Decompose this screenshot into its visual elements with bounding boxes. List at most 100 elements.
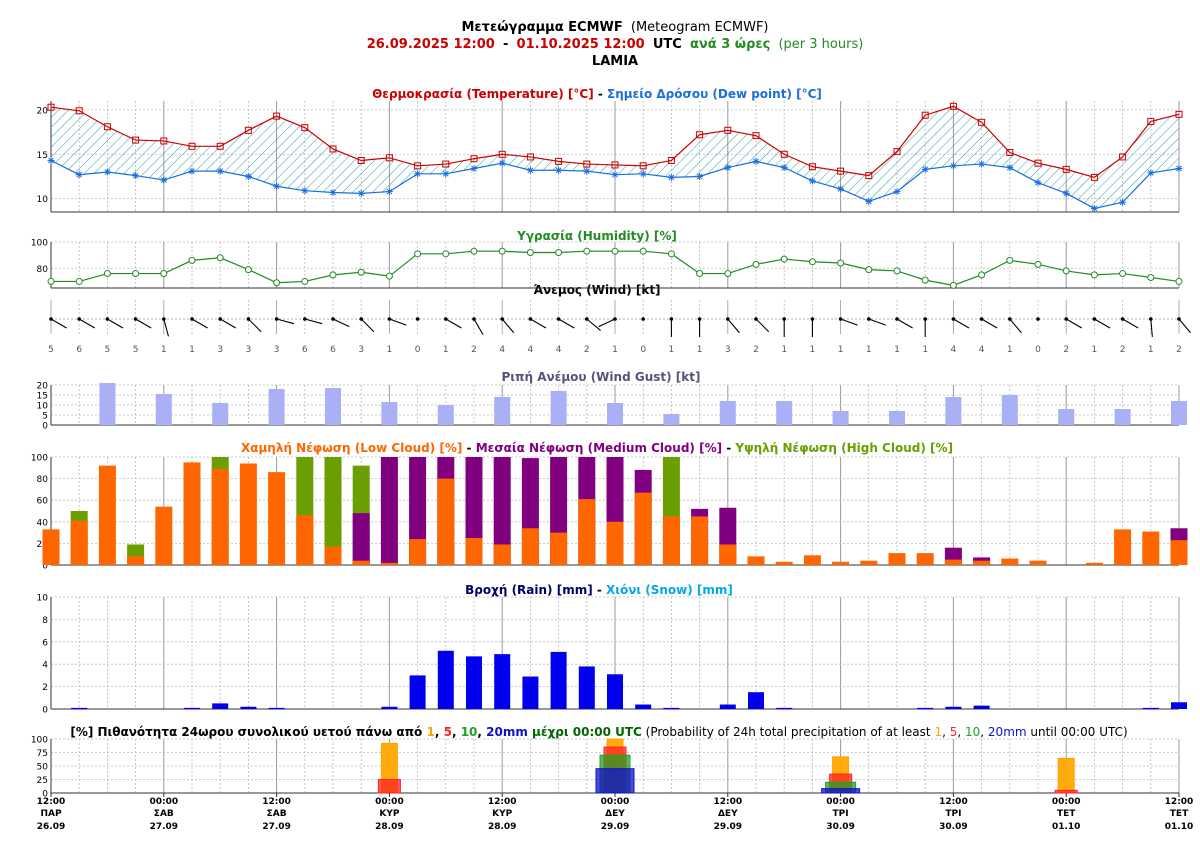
wind-speed-label: 1: [866, 345, 872, 355]
temperature-point: [244, 126, 252, 134]
wind-speed-label: 0: [415, 345, 421, 355]
wind-speed-label: 1: [922, 345, 928, 355]
dewpoint-point: [1147, 169, 1155, 177]
temperature-point: [1175, 110, 1183, 118]
cloud-ytick-label: 40: [37, 518, 49, 528]
dewpoint-point: [583, 167, 591, 175]
wind-barb: [1178, 318, 1191, 334]
gust-bar: [550, 391, 567, 425]
x-tick-time: 12:00: [713, 797, 742, 807]
wind-speed-label: 3: [725, 345, 731, 355]
rain-bar: [607, 674, 623, 709]
wind-speed-label: 6: [302, 345, 308, 355]
wind-speed-label: 5: [105, 345, 111, 355]
wind-speed-label: 2: [1176, 345, 1182, 355]
wind-barb: [501, 318, 515, 334]
prob-5mm-bar: [377, 779, 401, 794]
gust-bar: [663, 414, 680, 425]
wind-speed-label: 3: [274, 345, 280, 355]
humidity-point: [1147, 273, 1155, 281]
x-tick-day: ΤΕΤ: [1057, 809, 1076, 819]
cloud-panel-title: Χαμηλή Νέφωση (Low Cloud) [%] - Μεσαία Ν…: [241, 441, 953, 455]
rain-bar: [184, 707, 200, 710]
temperature-point: [132, 136, 140, 144]
wind-barb: [107, 318, 124, 329]
x-tick-day: ΔΕΥ: [605, 809, 625, 819]
rain-ytick-label: 2: [42, 683, 48, 693]
header-title-en: (Meteogram ECMWF): [631, 20, 769, 35]
gust-bar: [776, 401, 793, 425]
header-line-2: 26.09.2025 12:00 - 01.10.2025 12:00 UTC …: [367, 37, 864, 52]
prob-title-en-c1: ,: [942, 725, 950, 739]
wind-barb: [50, 318, 67, 329]
wind-barb: [135, 318, 152, 329]
wind-barb: [1009, 318, 1022, 334]
rain-bar: [466, 656, 482, 709]
x-tick-time: 12:00: [37, 797, 66, 807]
dewpoint-point: [639, 170, 647, 178]
low-cloud-bar: [268, 472, 286, 565]
humidity-point: [385, 272, 393, 280]
x-tick-day: ΔΕΥ: [718, 809, 738, 819]
humidity-point: [696, 270, 704, 278]
gust-ytick-label: 20: [37, 382, 49, 392]
snow-title: Χιόνι (Snow) [mm]: [606, 583, 733, 597]
humidity-point: [1062, 267, 1070, 275]
cloud-title-sep-1: -: [462, 441, 475, 455]
probability-ytick-label: 0: [42, 790, 48, 800]
temp-dewpoint-spread-area: [51, 106, 1179, 209]
wind-speed-label: 1: [161, 345, 167, 355]
prob-title-gr-1: 1: [426, 725, 434, 739]
wind-barb: [360, 318, 375, 333]
wind-speed-label: 1: [810, 345, 816, 355]
dewpoint-point: [1062, 189, 1070, 197]
prob-title-gr-c2: ,: [452, 725, 461, 739]
cloud-title-sep-2: -: [722, 441, 735, 455]
temperature-point: [752, 132, 760, 140]
humidity-ytick-label: 80: [37, 265, 49, 275]
low-cloud-bar: [70, 520, 88, 565]
temperature-point: [329, 145, 337, 153]
temperature-point: [160, 137, 168, 145]
wind-barb: [219, 318, 237, 329]
low-cloud-bar: [352, 560, 370, 565]
humidity-point: [583, 247, 591, 255]
gust-bar: [155, 394, 172, 425]
rain-bar: [1171, 702, 1187, 709]
medium-cloud-bar: [409, 457, 427, 565]
dewpoint-point: [752, 157, 760, 165]
wind-barb: [727, 318, 740, 334]
low-cloud-bar: [775, 561, 793, 565]
humidity-point: [216, 254, 224, 262]
dewpoint-title: Σημείο Δρόσου (Dew point) [°C]: [607, 87, 822, 101]
dewpoint-point: [75, 171, 83, 179]
low-cloud-bar: [1001, 558, 1019, 565]
x-tick-day: ΤΕΤ: [1170, 809, 1189, 819]
wind-barb: [191, 318, 208, 329]
dewpoint-point: [188, 167, 196, 175]
dewpoint-point: [385, 188, 393, 196]
humidity-point: [893, 267, 901, 275]
rain-bar: [719, 704, 736, 709]
probability-ytick-label: 100: [31, 736, 48, 746]
humidity-point: [1034, 260, 1042, 268]
wind-speed-label: 1: [612, 345, 618, 355]
probability-ytick-label: 75: [37, 749, 48, 759]
low-cloud-bar: [888, 553, 906, 565]
wind-speed-label: 1: [1092, 345, 1098, 355]
x-tick-date: 28.09: [488, 822, 516, 832]
wind-speed-label: 1: [1007, 345, 1013, 355]
wind-barb: [868, 318, 886, 326]
humidity-point: [442, 250, 450, 258]
gust-bar: [945, 397, 962, 425]
temperature-point: [1147, 117, 1155, 125]
temperature-point: [583, 160, 591, 168]
wind-barb: [840, 318, 858, 326]
temperature-point: [188, 142, 196, 150]
humidity-point: [1090, 271, 1098, 279]
wind-barb: [445, 318, 462, 329]
dewpoint-point: [216, 167, 224, 175]
humidity-point: [639, 247, 647, 255]
gust-bar: [437, 405, 454, 425]
wind-barb: [1094, 318, 1111, 329]
